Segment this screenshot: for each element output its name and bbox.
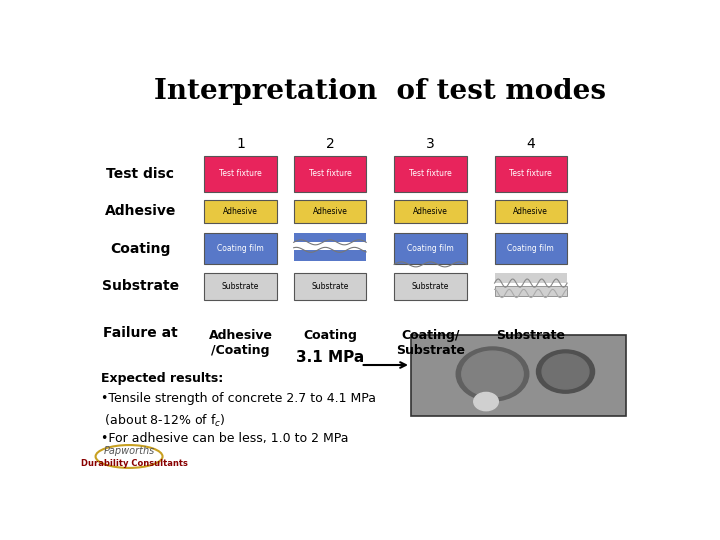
Bar	[204, 200, 277, 223]
Text: Coating/
Substrate: Coating/ Substrate	[396, 329, 465, 357]
Text: Substrate: Substrate	[102, 279, 179, 293]
Text: 3.1 MPa: 3.1 MPa	[296, 350, 364, 366]
Bar	[204, 156, 277, 192]
Text: Coating: Coating	[303, 329, 357, 342]
Bar	[394, 200, 467, 223]
Bar	[411, 335, 626, 416]
Text: 3: 3	[426, 137, 435, 151]
Bar	[294, 156, 366, 192]
Text: Test fixture: Test fixture	[309, 170, 351, 178]
Text: Adhesive: Adhesive	[104, 204, 176, 218]
Bar	[294, 200, 366, 223]
Text: Adhesive
/Coating: Adhesive /Coating	[209, 329, 273, 357]
Bar	[204, 273, 277, 300]
Text: 4: 4	[526, 137, 535, 151]
Bar	[294, 250, 366, 261]
Text: Substrate: Substrate	[496, 329, 565, 342]
Bar	[495, 286, 567, 295]
Text: Substrate: Substrate	[412, 282, 449, 291]
Text: Test disc: Test disc	[107, 167, 174, 181]
Text: Interpretation  of test modes: Interpretation of test modes	[154, 78, 606, 105]
Bar	[394, 273, 467, 300]
Text: 1: 1	[236, 137, 245, 151]
Circle shape	[456, 347, 528, 401]
Text: Test fixture: Test fixture	[220, 170, 262, 178]
Text: Adhesive: Adhesive	[513, 207, 548, 216]
Text: •For adhesive can be less, 1.0 to 2 MPa: •For adhesive can be less, 1.0 to 2 MPa	[101, 433, 348, 446]
Text: Adhesive: Adhesive	[223, 207, 258, 216]
Bar	[495, 273, 567, 283]
Bar	[495, 156, 567, 192]
Text: Coating film: Coating film	[217, 244, 264, 253]
Bar	[495, 200, 567, 223]
Text: Coating: Coating	[110, 242, 171, 256]
Text: Coating film: Coating film	[407, 244, 454, 253]
Bar	[294, 273, 366, 300]
Circle shape	[536, 350, 595, 393]
Bar	[204, 233, 277, 265]
Text: Failure at: Failure at	[103, 326, 178, 340]
Text: Coating film: Coating film	[508, 244, 554, 253]
Circle shape	[462, 351, 523, 397]
Circle shape	[542, 354, 589, 389]
Circle shape	[474, 393, 498, 411]
Text: Substrate: Substrate	[222, 282, 259, 291]
Bar	[495, 233, 567, 265]
Bar	[394, 156, 467, 192]
Text: Test fixture: Test fixture	[409, 170, 451, 178]
Bar	[394, 233, 467, 265]
Bar	[294, 233, 366, 242]
Text: Expected results:: Expected results:	[101, 373, 223, 386]
Text: Adhesive: Adhesive	[312, 207, 347, 216]
Text: Durability Consultants: Durability Consultants	[81, 460, 188, 469]
Text: Adhesive: Adhesive	[413, 207, 448, 216]
Text: Test fixture: Test fixture	[510, 170, 552, 178]
Text: Substrate: Substrate	[311, 282, 348, 291]
Text: 2: 2	[325, 137, 334, 151]
Text: (about 8-12% of f$_c$): (about 8-12% of f$_c$)	[101, 413, 226, 429]
Text: Papworths: Papworths	[104, 447, 155, 456]
Text: •Tensile strength of concrete 2.7 to 4.1 MPa: •Tensile strength of concrete 2.7 to 4.1…	[101, 393, 376, 406]
